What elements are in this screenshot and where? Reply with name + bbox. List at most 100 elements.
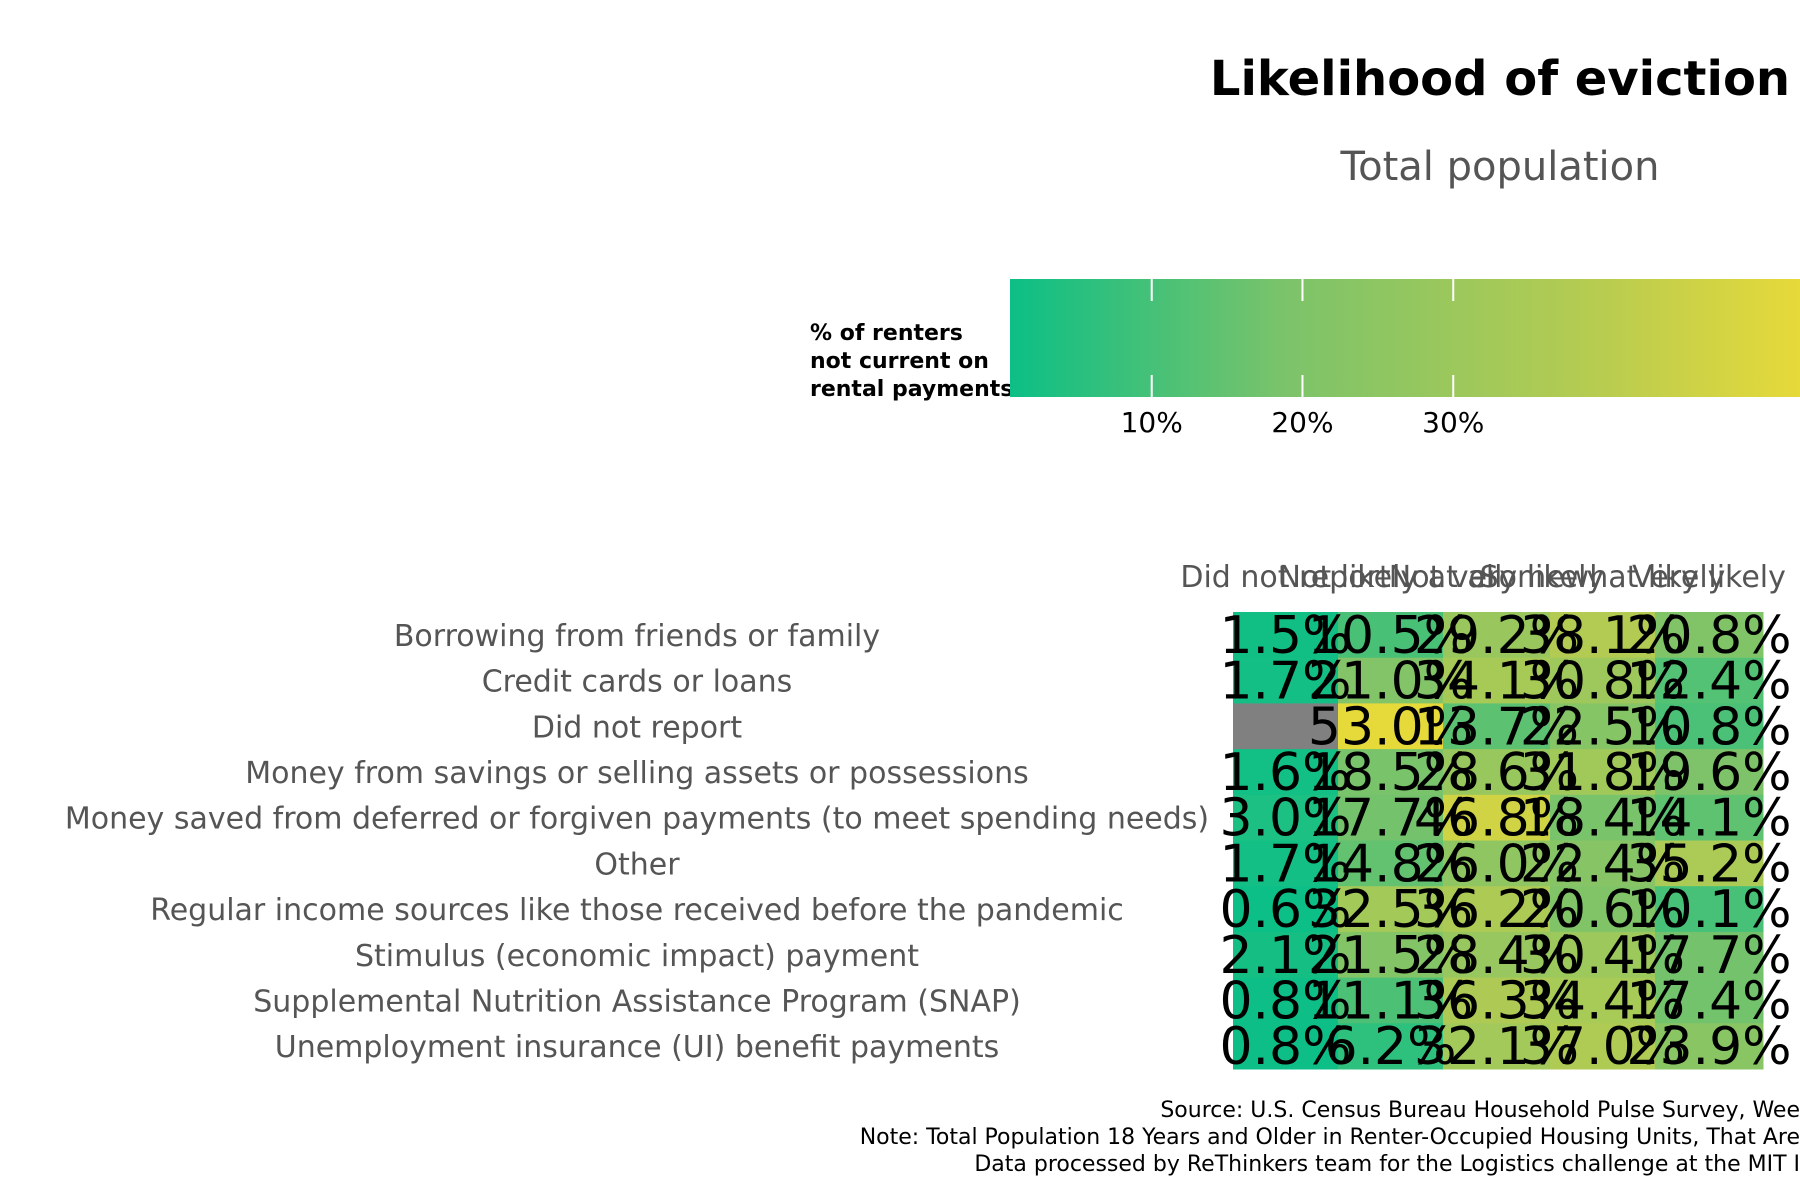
heatmap-cell-label: 53.0% — [1308, 697, 1473, 757]
heatmap-cell — [1655, 1023, 1764, 1070]
heatmap-cell-label: 17.4% — [1626, 971, 1791, 1031]
heatmap-cell-label: 38.1% — [1520, 606, 1685, 666]
heatmap-cell — [1655, 840, 1764, 887]
legend-gradient-bar — [1010, 279, 1800, 397]
row-label: Credit cards or loans — [482, 665, 793, 700]
heatmap-cell-label: 21.0% — [1308, 652, 1473, 712]
heatmap-cell — [1233, 977, 1339, 1024]
heatmap-cell-label: 12.4% — [1626, 652, 1791, 712]
heatmap-cell-label: 2.1% — [1219, 926, 1351, 986]
heatmap-cell-label: 34.1% — [1414, 652, 1579, 712]
heatmap-cell-label: 22.4% — [1520, 834, 1685, 894]
row-label: Borrowing from friends or family — [394, 619, 880, 654]
heatmap-cell — [1338, 886, 1444, 933]
heatmap-cell-label: 10.1% — [1626, 880, 1791, 940]
heatmap-cell-label: 36.3% — [1414, 971, 1579, 1031]
heatmap-cell — [1443, 1023, 1551, 1070]
heatmap-cell — [1655, 703, 1764, 750]
row-label: Money saved from deferred or forgiven pa… — [65, 802, 1209, 837]
heatmap-cell — [1338, 794, 1444, 841]
legend-tick-label: 10% — [1121, 406, 1183, 439]
caption: Source: U.S. Census Bureau Household Pul… — [860, 1098, 1800, 1177]
row-label: Money from savings or selling assets or … — [245, 756, 1029, 791]
heatmap-cell-label: 21.5% — [1308, 926, 1473, 986]
heatmap-cell-label: 10.8% — [1626, 697, 1791, 757]
heatmap-cell-label: 26.0% — [1414, 834, 1579, 894]
heatmap-cell — [1550, 1023, 1656, 1070]
heatmap-cell-label: 1.7% — [1219, 834, 1351, 894]
heatmap-cell — [1550, 612, 1656, 659]
heatmap-cell-label: 14.8% — [1308, 834, 1473, 894]
heatmap-cell-label: 29.2% — [1414, 606, 1579, 666]
heatmap-cell — [1233, 703, 1339, 750]
heatmap-cell — [1338, 1023, 1444, 1070]
chart-subtitle: Total population — [1340, 144, 1660, 190]
heatmap-cell-labels: 1.5%10.5%29.2%38.1%20.8%1.7%21.0%34.1%30… — [1219, 606, 1791, 1077]
heatmap-cell — [1233, 749, 1339, 796]
heatmap-cell-label: 13.7% — [1414, 697, 1579, 757]
heatmap-cell — [1233, 840, 1339, 887]
legend-tick-label: 30% — [1422, 406, 1484, 439]
heatmap-cell — [1655, 794, 1764, 841]
heatmap-cell — [1338, 612, 1444, 659]
heatmap-cell-label: 14.1% — [1626, 789, 1791, 849]
column-header: Not very likely — [1389, 560, 1604, 595]
heatmap-cell-label: 35.2% — [1626, 834, 1791, 894]
heatmap-cell — [1443, 794, 1551, 841]
column-header: Not likely at all — [1279, 560, 1503, 595]
heatmap-cell — [1338, 749, 1444, 796]
heatmap-cell — [1233, 794, 1339, 841]
row-label: Other — [594, 847, 680, 882]
heatmap-cell-label: 30.8% — [1520, 652, 1685, 712]
caption-line-3: Data processed by ReThinkers team for th… — [974, 1152, 1800, 1177]
heatmap-cell-label: 46.8% — [1414, 789, 1579, 849]
heatmap-cell — [1443, 703, 1551, 750]
heatmap-cell-label: 3.0% — [1219, 789, 1351, 849]
caption-line-1: Source: U.S. Census Bureau Household Pul… — [1160, 1098, 1800, 1123]
heatmap-cell — [1655, 657, 1764, 704]
caption-line-2: Note: Total Population 18 Years and Olde… — [860, 1125, 1800, 1150]
heatmap-cell-label: 28.6% — [1414, 743, 1579, 803]
column-header: Somewhat likely — [1480, 560, 1726, 595]
heatmap-cell — [1550, 840, 1656, 887]
heatmap-cell — [1233, 1023, 1339, 1070]
heatmap-cell — [1550, 886, 1656, 933]
chart-title: Likelihood of eviction — [1210, 51, 1790, 107]
heatmap-cell — [1443, 657, 1551, 704]
heatmap-cell-label: 30.4% — [1520, 926, 1685, 986]
heatmap-cell-label: 36.2% — [1414, 880, 1579, 940]
heatmap-cell-label: 32.5% — [1308, 880, 1473, 940]
heatmap-cell-label: 20.8% — [1626, 606, 1791, 666]
row-label: Supplemental Nutrition Assistance Progra… — [253, 984, 1021, 1019]
heatmap-cell-label: 17.7% — [1308, 789, 1473, 849]
heatmap-cell — [1550, 657, 1656, 704]
legend-title-line-2: not current on — [810, 349, 989, 374]
heatmap-cell-label: 31.8% — [1520, 743, 1685, 803]
heatmap-cell — [1338, 931, 1444, 979]
heatmap-cell — [1443, 612, 1551, 659]
heatmap-cell — [1655, 886, 1764, 933]
heatmap-cell-label: 1.5% — [1219, 606, 1351, 666]
heatmap-cell-label: 28.4% — [1414, 926, 1579, 986]
heatmap-cell — [1233, 612, 1339, 659]
heatmap-cell — [1338, 840, 1444, 887]
heatmap-cell-label: 0.8% — [1219, 971, 1351, 1031]
heatmap-cell-label: 1.7% — [1219, 652, 1351, 712]
heatmap-cell-label: 0.6% — [1219, 880, 1351, 940]
column-header: Did not report — [1180, 560, 1391, 595]
heatmap-cell — [1550, 794, 1656, 841]
heatmap-cell — [1443, 749, 1551, 796]
row-label: Regular income sources like those receiv… — [150, 893, 1124, 928]
heatmap-cell-label: 32.1% — [1414, 1017, 1579, 1077]
legend-tick-label: 20% — [1271, 406, 1333, 439]
row-labels: Borrowing from friends or family Credit c… — [65, 619, 1209, 1065]
heatmap-cell — [1338, 657, 1444, 704]
row-label: Did not report — [532, 710, 743, 745]
heatmap-cell-label: 10.5% — [1308, 606, 1473, 666]
color-legend: % of renters not current on rental payme… — [810, 279, 1800, 439]
heatmap-cell — [1233, 931, 1339, 979]
row-label: Stimulus (economic impact) payment — [355, 939, 919, 974]
heatmap-cell-label: 19.6% — [1626, 743, 1791, 803]
